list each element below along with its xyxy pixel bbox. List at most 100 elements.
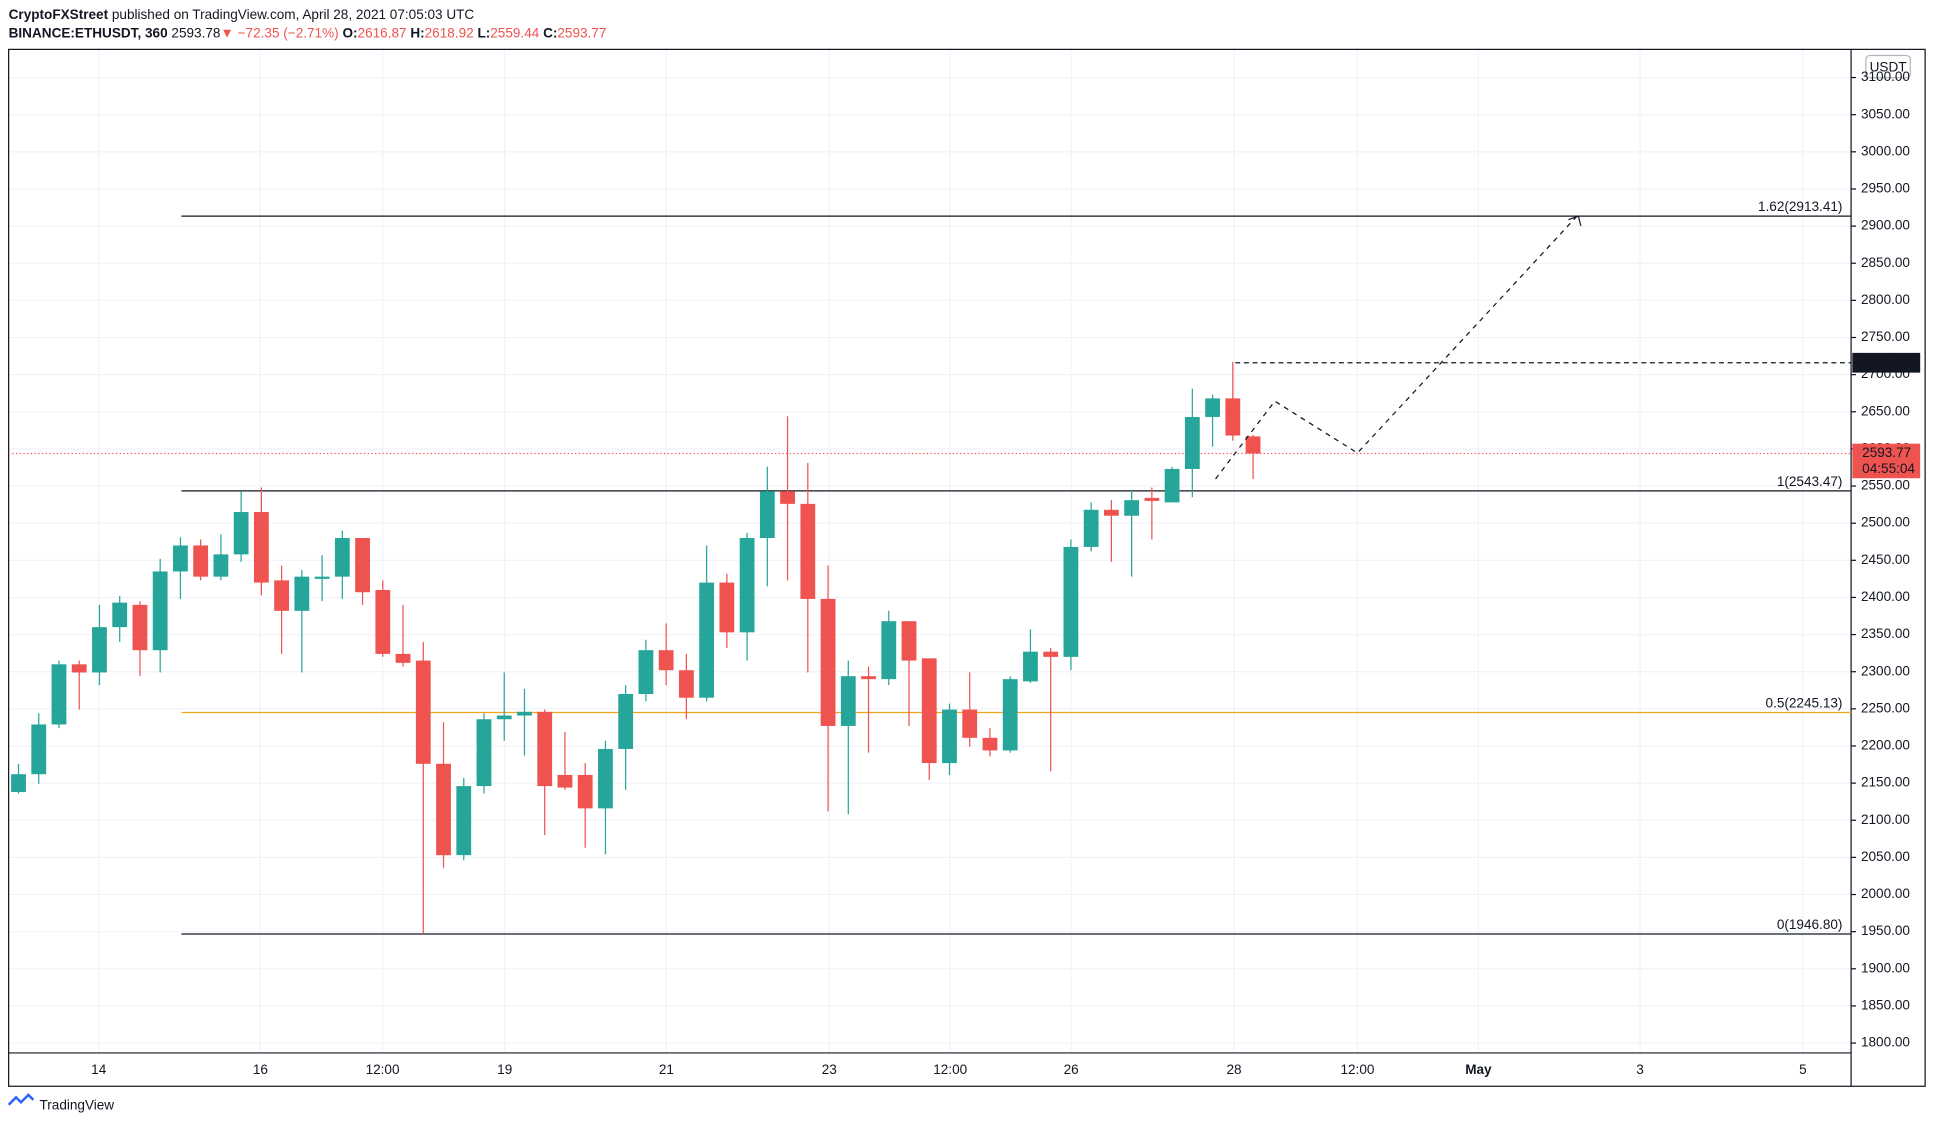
x-tick-label: 16 [253,1062,268,1077]
x-tick-label: 26 [1064,1062,1079,1077]
y-tick-label: 2450.00 [1861,552,1910,567]
candle-body [375,590,391,654]
high: 2618.92 [425,25,474,40]
resistance-box [1852,352,1921,373]
published: published on TradingView.com, April 28, … [112,6,475,21]
low: 2559.44 [490,25,539,40]
candle-body [1124,500,1140,516]
candle-body [1245,436,1261,454]
candle-body [395,653,411,663]
candle-body [51,664,67,725]
y-tick-label: 2550.00 [1861,478,1910,493]
candle-body [213,554,229,577]
y-tick-label: 2850.00 [1861,255,1910,270]
candle-body [557,774,573,788]
candle-body [253,512,269,583]
frame [8,48,1926,1087]
candle-body [881,621,897,680]
candle-body [1144,497,1160,501]
y-tick-label: 2950.00 [1861,181,1910,196]
footer-brand: TradingView [39,1098,114,1113]
candle-body [638,650,654,694]
candle-body [678,670,694,698]
candle-body [719,582,735,633]
candle-body [294,576,310,611]
candle-body [415,660,431,764]
countdown: 04:55:04 [1862,461,1915,476]
candle-body [112,602,128,628]
candle-body [71,664,87,673]
change: −72.35 (−2.71%) [238,25,339,40]
candle-body [618,693,634,749]
x-tick-label: 23 [822,1062,837,1077]
last-price: 2593.78 [171,25,220,40]
o-label: O: [342,25,357,40]
fib-label: 0.5(2245.13) [1766,695,1843,710]
y-tick-label: 2350.00 [1861,626,1910,641]
candle-body [901,621,917,661]
fib-label: 1(2543.47) [1777,474,1843,489]
x-tick-label: May [1465,1062,1492,1077]
logo [7,1093,35,1106]
x-tick-label: 3 [1636,1062,1644,1077]
candle-body [355,538,370,593]
candle-body [1002,679,1018,751]
candle-body [780,491,795,504]
y-tick-label: 2800.00 [1861,292,1910,307]
l-label: L: [477,25,490,40]
candle-body [334,538,350,577]
candle-body [233,512,249,555]
y-tick-label: 1850.00 [1861,998,1910,1013]
y-tick-label: 2500.00 [1861,515,1910,530]
projection-arrow [1568,215,1582,227]
current-price-label: 2593.77 [1862,445,1911,460]
candle-body [193,545,209,577]
header-line-1: CryptoFXStreet published on TradingView.… [9,6,475,21]
fib-label: 0(1946.80) [1777,917,1843,932]
candle-body [456,786,472,856]
candle-body [800,503,816,599]
candle-body [577,774,593,809]
candle-body [1043,651,1059,657]
y-tick-label: 2300.00 [1861,663,1910,678]
y-tick-label: 3050.00 [1861,106,1910,121]
candle-body [517,711,532,716]
candle-body [31,724,47,775]
y-tick-label: 2100.00 [1861,812,1910,827]
candle-body [314,576,330,579]
candle-body [132,604,148,651]
x-tick-label: 12:00 [933,1062,967,1077]
projection-path [1215,215,1578,480]
candle-body [982,737,998,751]
candle-body [739,538,755,633]
currency-box [1865,54,1911,79]
candle-body [1103,509,1119,516]
candle-body [476,719,492,787]
candle-body [1205,398,1220,417]
candle-body [1023,651,1038,682]
candle-body [92,627,107,673]
candle-body [152,571,168,651]
candle-body [496,715,512,720]
y-tick-label: 2750.00 [1861,329,1910,344]
y-tick-label: 1800.00 [1861,1035,1910,1050]
h-label: H: [410,25,424,40]
resistance-label: 2716.00 [1862,354,1911,369]
y-tick-label: 1900.00 [1861,960,1910,975]
candle-body [962,709,978,738]
candle-body [658,650,674,671]
y-tick-label: 2650.00 [1861,403,1910,418]
close: 2593.77 [557,25,606,40]
x-tick-label: 12:00 [366,1062,400,1077]
y-tick-label: 2900.00 [1861,218,1910,233]
x-tick-label: 21 [659,1062,674,1077]
candle-body [699,582,715,698]
candle-body [1083,509,1099,547]
y-tick-label: 3000.00 [1861,143,1910,158]
candle-body [840,676,856,726]
candle-body [436,763,451,856]
y-tick-label: 2150.00 [1861,775,1910,790]
x-tick-label: 14 [91,1062,107,1077]
